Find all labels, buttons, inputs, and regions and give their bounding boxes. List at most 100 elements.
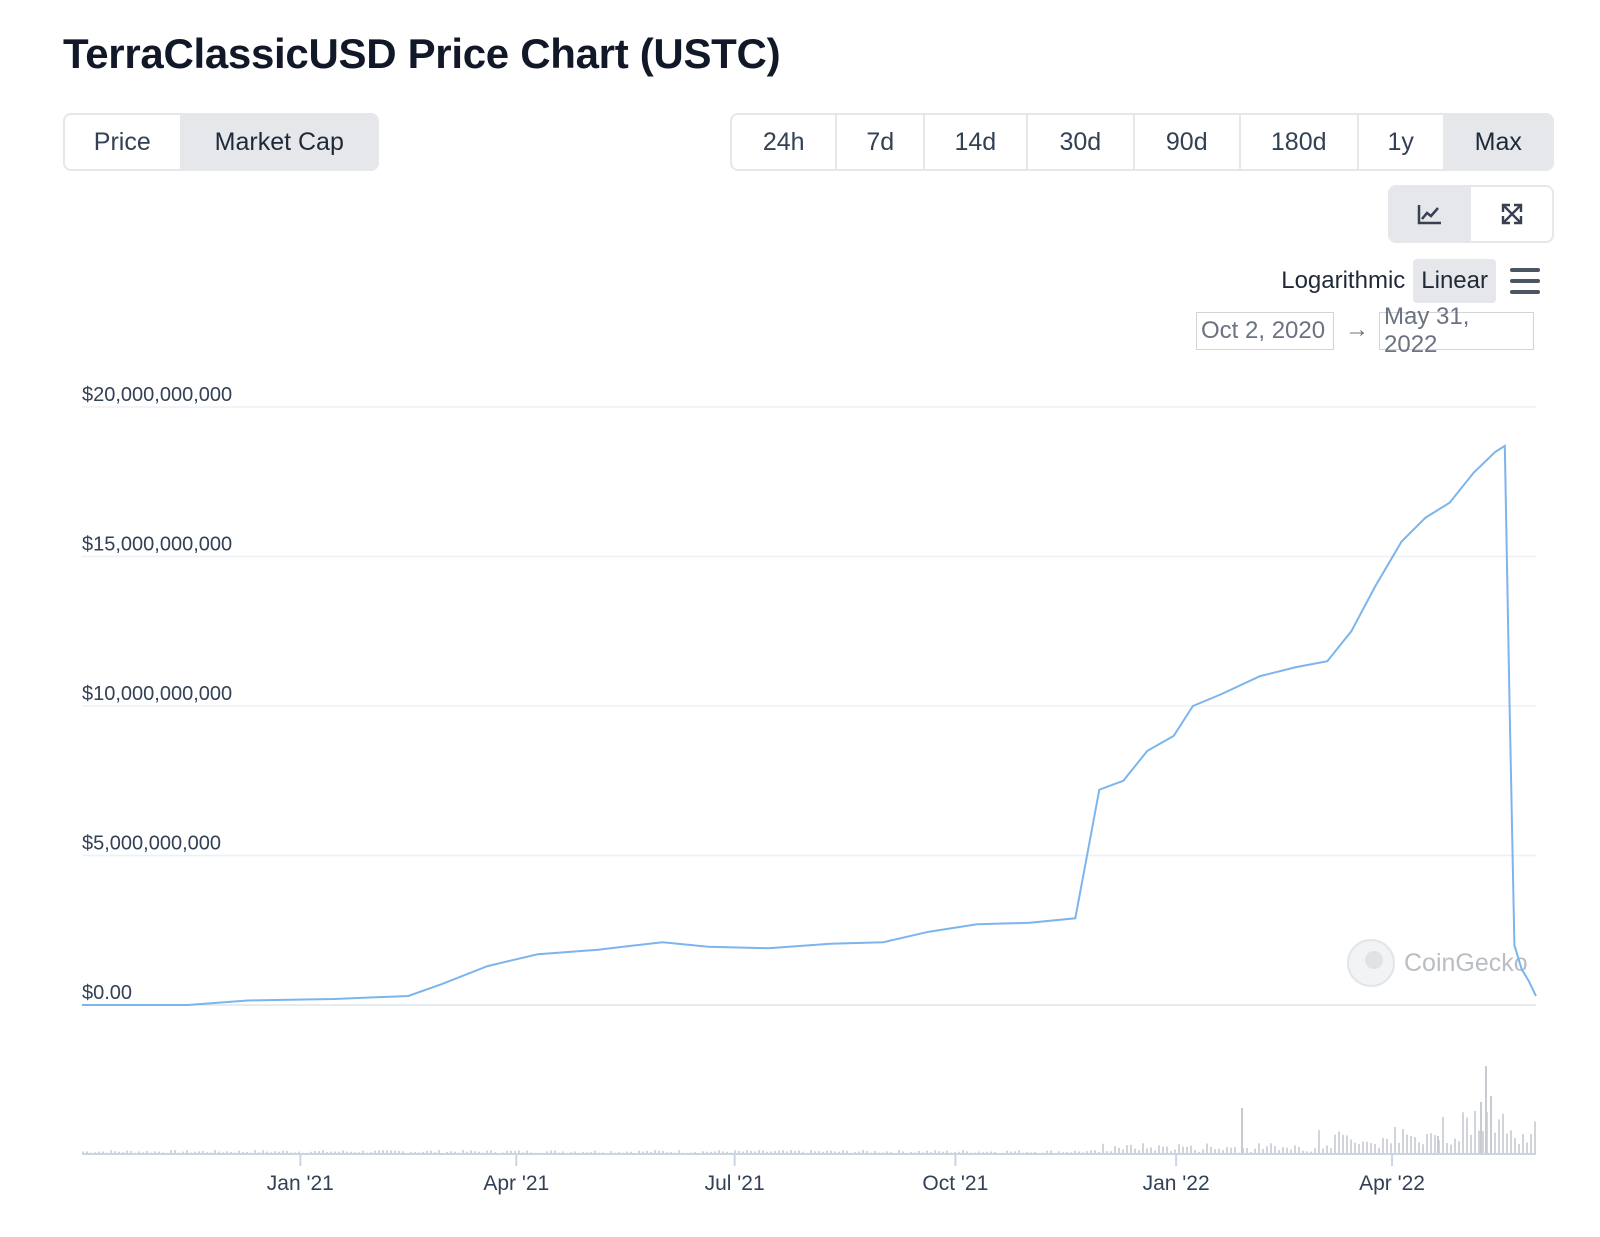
volume-bar — [138, 1151, 140, 1154]
volume-bar — [770, 1151, 772, 1154]
volume-bar — [778, 1150, 780, 1154]
volume-bar — [1370, 1143, 1372, 1154]
volume-bar — [1382, 1138, 1384, 1154]
volume-bar — [750, 1150, 752, 1154]
volume-bar — [1122, 1149, 1124, 1154]
volume-bar — [610, 1151, 612, 1154]
volume-bar — [202, 1150, 204, 1154]
volume-bar — [466, 1151, 468, 1154]
volume-bar — [414, 1151, 416, 1154]
volume-bar — [446, 1151, 448, 1154]
volume-bar — [866, 1151, 868, 1154]
volume-bar — [1314, 1148, 1316, 1154]
volume-bar — [526, 1150, 528, 1154]
volume-bar — [822, 1151, 824, 1154]
volume-bar — [334, 1151, 336, 1154]
volume-bar — [1262, 1149, 1264, 1154]
volume-bar — [1102, 1143, 1104, 1154]
volume-bar — [242, 1151, 244, 1154]
range-30d-button[interactable]: 30d — [1028, 115, 1136, 169]
volume-bar — [1282, 1147, 1284, 1154]
volume-bar — [706, 1151, 708, 1154]
volume-bar — [1494, 1132, 1496, 1154]
volume-bar — [490, 1150, 492, 1154]
volume-bar — [794, 1151, 796, 1154]
volume-bar — [1066, 1151, 1068, 1154]
volume-bar — [158, 1151, 160, 1154]
volume-bar — [226, 1151, 228, 1154]
volume-bar — [1366, 1141, 1368, 1154]
volume-bar — [1354, 1142, 1356, 1154]
volume-bar — [582, 1151, 584, 1154]
volume-bar — [954, 1151, 956, 1154]
volume-bar — [182, 1151, 184, 1154]
volume-bar — [298, 1151, 300, 1154]
volume-bar — [934, 1150, 936, 1154]
logarithmic-option[interactable]: Logarithmic — [1281, 267, 1406, 294]
volume-bar — [1446, 1143, 1448, 1154]
range-180d-button[interactable]: 180d — [1241, 115, 1359, 169]
x-axis-labels: Jan '21 Apr '21 Jul '21 Oct '21 Jan '22 Apr '… — [267, 1154, 1425, 1195]
volume-bar — [1478, 1130, 1480, 1154]
volume-bar — [1186, 1146, 1188, 1154]
range-90d-button[interactable]: 90d — [1135, 115, 1241, 169]
market-cap-tab[interactable]: Market Cap — [181, 115, 377, 169]
range-24h-button[interactable]: 24h — [732, 115, 838, 169]
volume-bar — [554, 1150, 556, 1154]
volume-bar — [874, 1150, 876, 1154]
volume-bar — [838, 1151, 840, 1154]
volume-bar — [786, 1151, 788, 1154]
linear-option[interactable]: Linear — [1413, 259, 1496, 303]
volume-bar — [1246, 1148, 1248, 1154]
hamburger-menu-icon[interactable] — [1510, 268, 1540, 294]
x-tick-label: Apr '21 — [483, 1172, 549, 1195]
volume-bar — [1306, 1151, 1308, 1154]
volume-bar — [1194, 1149, 1196, 1154]
series-layer — [82, 444, 1537, 1006]
metric-toggle: Price Market Cap — [63, 113, 379, 171]
volume-bar — [962, 1150, 964, 1154]
price-tab[interactable]: Price — [65, 115, 182, 169]
volume-bar — [322, 1150, 324, 1154]
line-chart-button[interactable] — [1390, 187, 1472, 241]
volume-bar — [214, 1150, 216, 1154]
volume-bar — [1142, 1143, 1144, 1154]
volume-bar — [834, 1151, 836, 1154]
volume-bar — [130, 1151, 132, 1154]
volume-bar — [1502, 1113, 1504, 1154]
volume-bar — [1394, 1126, 1396, 1154]
volume-bar — [1530, 1133, 1532, 1154]
range-7d-button[interactable]: 7d — [837, 115, 926, 169]
volume-bar — [82, 1151, 84, 1154]
line-chart-icon — [1417, 205, 1441, 225]
volume-bar — [1266, 1146, 1268, 1154]
volume-bar — [1390, 1143, 1392, 1154]
volume-bar — [1234, 1147, 1236, 1154]
volume-bar — [1118, 1147, 1120, 1154]
volume-bar — [774, 1150, 776, 1154]
volume-bar — [1034, 1151, 1036, 1154]
volume-bar — [1018, 1150, 1020, 1154]
range-1y-button[interactable]: 1y — [1359, 115, 1445, 169]
volume-bar — [1182, 1146, 1184, 1154]
volume-bar — [1298, 1147, 1300, 1154]
range-14d-button[interactable]: 14d — [925, 115, 1028, 169]
volume-bar — [1050, 1150, 1052, 1154]
date-from-input[interactable]: Oct 2, 2020 — [1196, 312, 1334, 350]
volume-bar — [946, 1150, 948, 1154]
volume-spike — [1485, 1066, 1487, 1154]
volume-bar — [782, 1150, 784, 1154]
volume-bar — [514, 1151, 516, 1154]
volume-bar — [1338, 1131, 1340, 1154]
volume-bar — [110, 1150, 112, 1154]
volume-bar — [990, 1151, 992, 1154]
volume-bar — [1470, 1134, 1472, 1154]
y-tick-label: $15,000,000,000 — [82, 534, 232, 556]
range-max-button[interactable]: Max — [1444, 115, 1552, 169]
volume-bar — [430, 1150, 432, 1154]
expand-button[interactable] — [1471, 187, 1552, 241]
volume-bar — [842, 1150, 844, 1154]
volume-bar — [966, 1151, 968, 1154]
volume-bar — [474, 1151, 476, 1154]
